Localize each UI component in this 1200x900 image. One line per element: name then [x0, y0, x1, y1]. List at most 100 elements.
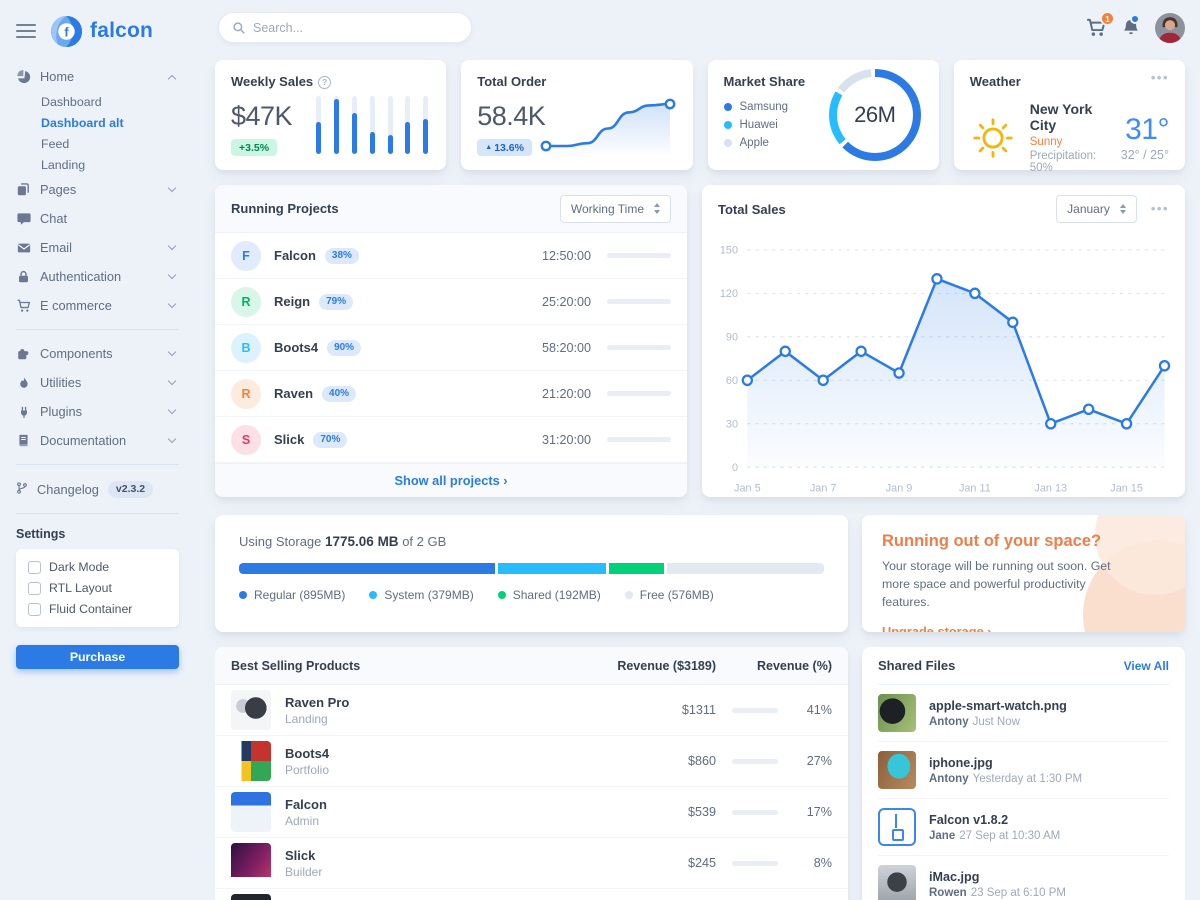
donut-center-label: 26M	[836, 77, 913, 153]
sidebar-item-changelog[interactable]: Changelog v2.3.2	[16, 474, 179, 504]
checkbox[interactable]	[28, 602, 41, 616]
revenue-column-header: Revenue ($3189)	[617, 658, 716, 673]
weekly-sales-card: Weekly Sales? $47K +3.5%	[215, 60, 447, 170]
avatar-image	[1155, 12, 1185, 43]
product-revenue: $539	[687, 805, 716, 819]
svg-text:90: 90	[726, 331, 738, 343]
user-avatar[interactable]	[1155, 12, 1185, 43]
project-percent-badge: 38%	[324, 247, 359, 264]
sidebar-nav-item[interactable]: Home	[16, 62, 179, 91]
product-revenue-percent: 41%	[806, 703, 832, 717]
file-name[interactable]: iphone.jpg	[929, 755, 993, 770]
legend-dot	[723, 139, 732, 147]
svg-text:Jan 13: Jan 13	[1034, 482, 1067, 494]
code-branch-icon	[16, 481, 28, 498]
shopping-cart-icon	[16, 299, 31, 313]
sidebar-nav-item[interactable]: E commerce	[16, 291, 179, 320]
notifications-button[interactable]	[1122, 14, 1140, 37]
file-name[interactable]: apple-smart-watch.png	[929, 698, 1067, 713]
weekly-sales-bar	[316, 96, 322, 154]
plug-icon	[16, 405, 31, 419]
total-order-badge: ▲ 13.6%	[477, 139, 532, 156]
sidebar-nav-item[interactable]: Email	[16, 233, 179, 262]
working-time-select[interactable]: Working Time	[559, 194, 671, 223]
checkbox[interactable]	[28, 560, 41, 574]
file-row: iMac.jpg Rowen 23 Sep at 6:10 PM	[878, 856, 1169, 900]
svg-text:120: 120	[720, 288, 738, 300]
nav-item-label: Chat	[40, 211, 68, 226]
sidebar-nav-item[interactable]: Feed	[16, 133, 179, 154]
settings-option[interactable]: RTL Layout	[28, 581, 167, 595]
settings-option[interactable]: Dark Mode	[28, 560, 167, 574]
sidebar-nav-item[interactable]: Utilities	[16, 368, 179, 397]
checkbox[interactable]	[28, 581, 41, 595]
product-row: Falcon Admin $539 17%	[215, 787, 848, 838]
month-select[interactable]: January	[1056, 195, 1137, 223]
product-revenue: $860	[687, 754, 716, 768]
product-name: Falcon	[285, 796, 327, 812]
purchase-button[interactable]: Purchase	[16, 645, 179, 669]
sidebar-nav-item[interactable]: Authentication	[16, 262, 179, 291]
legend-dot	[723, 121, 732, 129]
legend-dot	[369, 591, 378, 599]
weekly-sales-bar	[387, 96, 393, 154]
storage-promo-card: Running out of your space? Your storage …	[862, 515, 1185, 632]
view-all-link[interactable]: View All	[1123, 658, 1169, 673]
ellipsis-menu-icon[interactable]: •••	[1150, 201, 1169, 216]
help-icon[interactable]: ?	[318, 75, 332, 89]
sidebar-nav-item[interactable]: Dashboard alt	[16, 112, 179, 133]
ellipsis-menu-icon[interactable]: •••	[1150, 70, 1169, 85]
project-list: F Falcon 38% 12:50:00 R Reign 79%	[215, 233, 687, 463]
product-name: Raven Pro	[285, 694, 350, 710]
storage-progress-bar	[239, 563, 824, 574]
search-input[interactable]	[253, 20, 457, 35]
settings-option[interactable]: Fluid Container	[28, 602, 167, 616]
storage-card: Using Storage 1775.06 MB of 2 GB Regular…	[215, 515, 848, 632]
sidebar-nav-secondary: Components Utilities Plugins Documentati…	[16, 339, 179, 455]
market-share-donut: 26M	[828, 69, 921, 161]
sidebar-nav-item[interactable]: Dashboard	[16, 91, 179, 112]
svg-text:Jan 7: Jan 7	[810, 482, 837, 494]
svg-text:150: 150	[720, 244, 738, 256]
cart-button[interactable]: 1	[1086, 11, 1115, 37]
storage-summary: Using Storage 1775.06 MB of 2 GB	[239, 534, 447, 549]
sidebar-nav-item[interactable]: Chat	[16, 204, 179, 233]
svg-text:Jan 9: Jan 9	[886, 482, 913, 494]
storage-legend-item: Regular (895MB)	[239, 588, 345, 602]
sidebar-nav-item[interactable]: Landing	[16, 154, 179, 175]
upgrade-storage-link[interactable]: Upgrade storage ›	[882, 624, 992, 632]
sun-icon	[973, 117, 1013, 158]
project-percent-badge: 40%	[322, 385, 357, 402]
product-revenue-bar	[732, 860, 778, 866]
file-row: apple-smart-watch.png Antony Just Now	[878, 685, 1169, 742]
hamburger-menu-icon[interactable]	[16, 24, 36, 38]
sidebar-divider	[16, 513, 179, 514]
product-thumbnail	[231, 690, 271, 730]
version-badge: v2.3.2	[107, 480, 154, 498]
falcon-logo[interactable]: f falcon	[50, 15, 153, 48]
market-share-legend-item: Samsung	[723, 101, 923, 113]
sidebar-nav-item[interactable]: Plugins	[16, 397, 179, 426]
file-owner: Rowen	[929, 886, 967, 899]
search-box[interactable]	[218, 12, 472, 43]
legend-label: Free (576MB)	[639, 588, 714, 602]
weekly-sales-bar	[405, 96, 411, 154]
flame-icon	[16, 376, 31, 390]
chevron-icon	[167, 376, 177, 386]
file-name[interactable]: iMac.jpg	[929, 869, 980, 884]
legend-dot	[624, 591, 633, 599]
sidebar-nav-item[interactable]: Pages	[16, 175, 179, 204]
file-row: Falcon v1.8.2 Jane 27 Sep at 10:30 AM	[878, 799, 1169, 856]
up-arrow-icon: ▲	[485, 144, 493, 151]
sidebar-nav-item[interactable]: Components	[16, 339, 179, 368]
project-percent-badge: 70%	[313, 431, 348, 448]
product-list: Raven Pro Landing $1311 41% B	[215, 685, 848, 900]
svg-text:60: 60	[726, 375, 738, 387]
sidebar-nav-item[interactable]: Documentation	[16, 426, 179, 455]
file-name[interactable]: Falcon v1.8.2	[929, 812, 1009, 827]
nav-item-label: Components	[40, 346, 113, 361]
chevron-icon	[167, 241, 177, 251]
nav-item-label: Email	[40, 240, 72, 255]
show-all-projects-link[interactable]: Show all projects ›	[394, 473, 508, 488]
weather-city: New York City	[1029, 101, 1093, 133]
